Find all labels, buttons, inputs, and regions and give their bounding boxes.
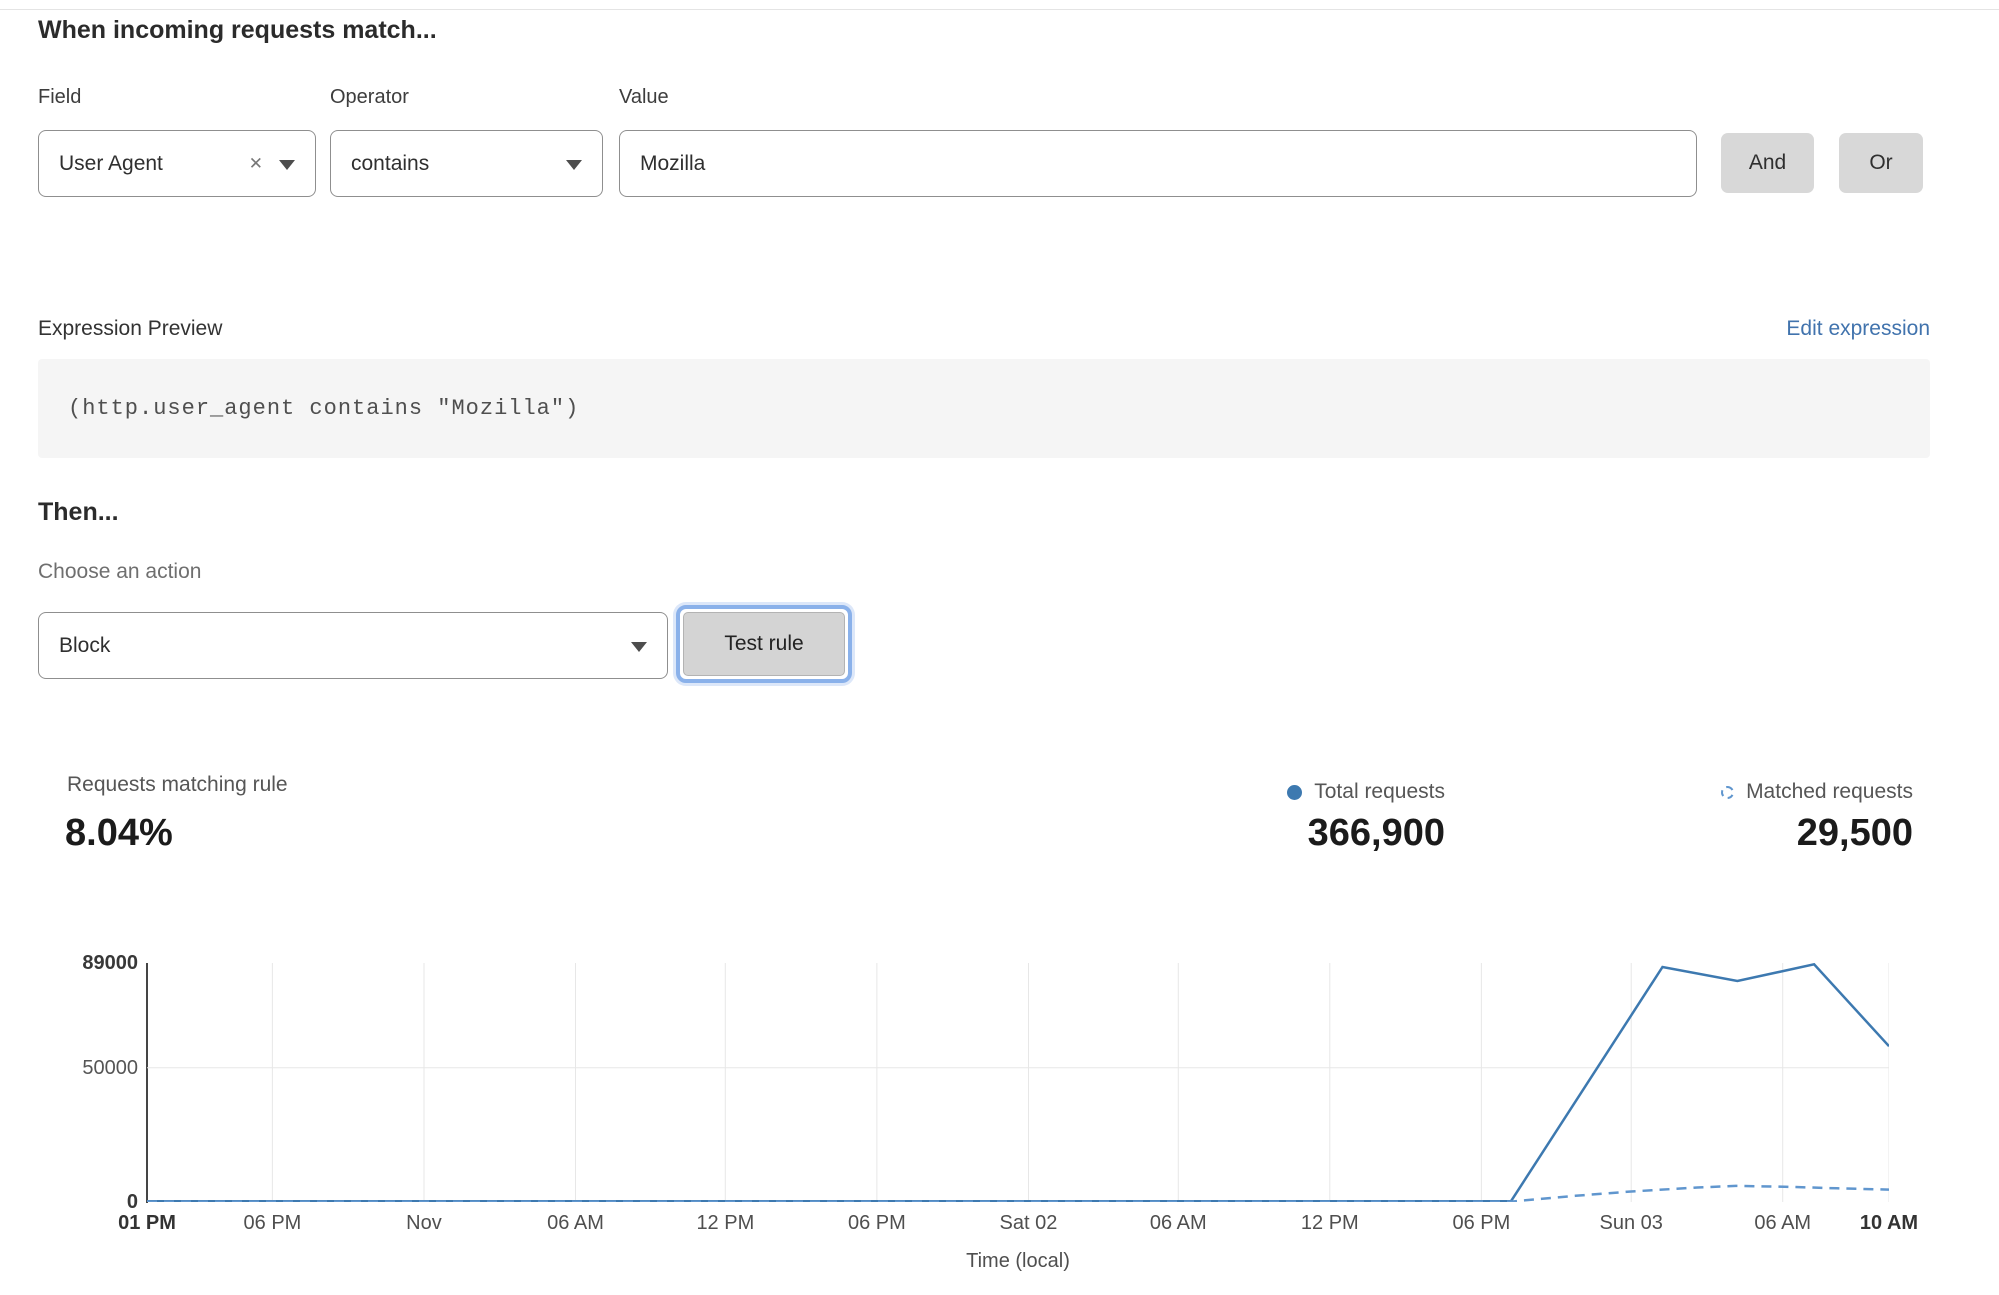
action-select-value: Block [59,633,111,657]
x-tick-label: 06 PM [243,1212,302,1234]
x-tick-label: 10 AM [1859,1212,1919,1234]
field-select[interactable]: User Agent ✕ [38,130,316,197]
requests-matching-label: Requests matching rule [67,773,288,796]
y-tick-label: 89000 [82,952,138,974]
expression-code-box: (http.user_agent contains "Mozilla") [38,359,1930,458]
edit-expression-link[interactable]: Edit expression [1786,317,1930,340]
x-tick-label: 06 AM [1149,1212,1207,1234]
x-tick-label: 06 AM [1754,1212,1812,1234]
x-tick-label: 01 PM [118,1212,176,1234]
test-rule-button[interactable]: Test rule [683,612,845,676]
x-tick-label: Nov [406,1212,442,1234]
y-axis-line [146,963,148,1203]
and-button[interactable]: And [1721,133,1814,193]
y-tick-label: 50000 [82,1056,138,1079]
requests-line-chart [147,963,1889,1202]
x-tick-label: 06 PM [847,1212,906,1234]
or-button[interactable]: Or [1839,133,1923,193]
dashed-circle-icon [1721,785,1735,799]
caret-down-icon [566,159,582,170]
expression-code: (http.user_agent contains "Mozilla") [68,396,580,421]
legend-total-requests: Total requests [1287,780,1445,804]
x-axis-title: Time (local) [966,1250,1070,1272]
total-requests-value: 366,900 [1307,812,1445,854]
series-solid-line [147,963,1889,1202]
requests-matching-value: 8.04% [65,812,173,854]
operator-select[interactable]: contains [330,130,603,197]
action-select[interactable]: Block [38,612,668,679]
expression-preview-label: Expression Preview [38,317,223,340]
field-select-value: User Agent [59,151,163,175]
caret-down-icon [631,641,647,652]
then-heading: Then... [38,498,119,526]
page-title: When incoming requests match... [38,16,437,44]
x-tick-label: 12 PM [1300,1212,1359,1234]
value-label: Value [619,86,669,108]
caret-down-icon [279,159,295,170]
operator-label: Operator [330,86,409,108]
operator-select-value: contains [351,151,430,175]
legend-matched-requests: Matched requests [1721,780,1913,804]
series-dashed-line [147,1184,1889,1202]
x-tick-label: 06 PM [1452,1212,1511,1234]
field-label: Field [38,86,82,108]
x-tick-label: Sun 03 [1599,1212,1663,1234]
filled-circle-icon [1287,784,1303,800]
test-rule-focus-ring: Test rule [676,605,852,683]
matched-requests-value: 29,500 [1796,812,1913,854]
clear-icon[interactable]: ✕ [248,153,263,173]
top-divider [0,9,1999,10]
choose-action-label: Choose an action [38,560,202,583]
y-tick-label: 0 [126,1191,138,1213]
value-input[interactable] [619,130,1697,197]
x-tick-label: Sat 02 [999,1212,1058,1234]
legend-matched-label: Matched requests [1746,780,1913,803]
x-tick-label: 06 AM [547,1212,604,1234]
x-tick-label: 12 PM [696,1212,755,1234]
legend-total-label: Total requests [1314,780,1445,803]
